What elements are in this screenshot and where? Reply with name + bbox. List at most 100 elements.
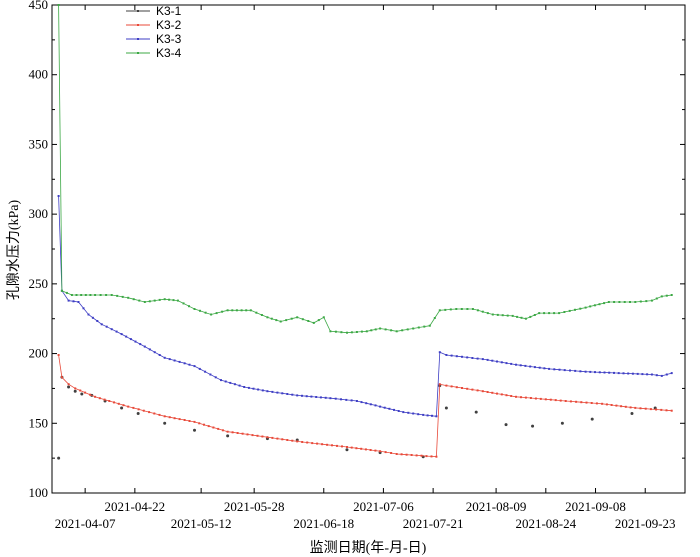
- point: [212, 426, 215, 429]
- point: [226, 309, 229, 312]
- x-tick-label: 2021-09-23: [615, 516, 676, 531]
- point: [660, 295, 663, 298]
- point: [622, 372, 625, 375]
- legend-marker: [137, 52, 139, 54]
- point: [108, 400, 111, 402]
- point: [193, 428, 197, 432]
- point: [491, 391, 494, 394]
- point: [229, 381, 232, 384]
- point: [538, 366, 541, 369]
- point: [296, 316, 299, 319]
- point: [500, 393, 503, 396]
- point: [80, 392, 84, 396]
- point: [365, 402, 368, 405]
- point: [127, 296, 130, 299]
- point: [183, 362, 186, 365]
- point: [466, 308, 469, 310]
- point: [285, 319, 288, 322]
- point: [660, 408, 663, 411]
- point: [650, 299, 653, 302]
- point: [631, 372, 634, 375]
- legend-label: K3-1: [156, 4, 182, 18]
- point: [613, 301, 616, 303]
- point: [168, 358, 171, 361]
- point: [315, 396, 318, 398]
- series-K3-4: [57, 4, 673, 334]
- point: [100, 323, 103, 326]
- point: [529, 315, 532, 318]
- point: [168, 416, 171, 419]
- y-tick-label: 300: [29, 206, 49, 221]
- legend-label: K3-4: [156, 46, 182, 60]
- point: [466, 387, 469, 390]
- point: [548, 367, 551, 370]
- point: [438, 383, 441, 386]
- point: [476, 389, 479, 392]
- point: [158, 298, 161, 301]
- point: [608, 371, 611, 374]
- point: [430, 455, 433, 458]
- y-tick-label: 150: [29, 415, 49, 430]
- point: [163, 415, 166, 418]
- point: [266, 390, 269, 393]
- point: [486, 312, 489, 315]
- point: [426, 414, 429, 417]
- point: [564, 400, 567, 402]
- point: [334, 397, 337, 400]
- point: [533, 314, 536, 316]
- point: [316, 442, 319, 445]
- y-tick-label: 250: [29, 276, 49, 291]
- point: [510, 362, 513, 365]
- point: [209, 373, 212, 376]
- point: [645, 300, 648, 303]
- point: [120, 406, 124, 410]
- point: [113, 401, 115, 404]
- y-tick-label: 200: [29, 346, 49, 361]
- point: [79, 389, 82, 392]
- point: [249, 309, 252, 312]
- series-line: [58, 195, 672, 417]
- point: [291, 393, 294, 396]
- point: [129, 338, 132, 341]
- point: [98, 397, 101, 400]
- point: [438, 309, 441, 312]
- point: [524, 396, 527, 399]
- y-axis: 100 150 200 250 300 350 400 450: [29, 0, 685, 500]
- point: [665, 294, 668, 297]
- point: [450, 354, 453, 357]
- point: [563, 369, 566, 372]
- point: [235, 309, 238, 312]
- point: [319, 396, 322, 399]
- point: [257, 388, 260, 391]
- point: [590, 402, 593, 404]
- point: [438, 351, 441, 354]
- point: [290, 317, 293, 320]
- point: [623, 301, 626, 303]
- point: [105, 294, 108, 296]
- point: [331, 444, 333, 447]
- series-layer: [57, 4, 673, 460]
- point: [390, 452, 393, 454]
- point: [134, 340, 137, 343]
- point: [306, 441, 309, 444]
- point: [491, 313, 494, 316]
- point: [384, 328, 387, 331]
- point: [103, 398, 106, 401]
- x-axis-title: 监测日期(年-月-日): [310, 540, 427, 556]
- point: [428, 324, 431, 327]
- point: [275, 319, 278, 322]
- point: [548, 312, 551, 315]
- point: [500, 361, 503, 364]
- point: [355, 400, 358, 402]
- point: [634, 301, 637, 303]
- point: [266, 316, 269, 319]
- point: [252, 387, 255, 390]
- point: [116, 294, 119, 297]
- point: [501, 314, 504, 317]
- point: [510, 395, 513, 397]
- point: [271, 436, 274, 439]
- point: [568, 309, 571, 312]
- series-line: [58, 354, 672, 458]
- point: [360, 330, 363, 333]
- point: [346, 331, 348, 334]
